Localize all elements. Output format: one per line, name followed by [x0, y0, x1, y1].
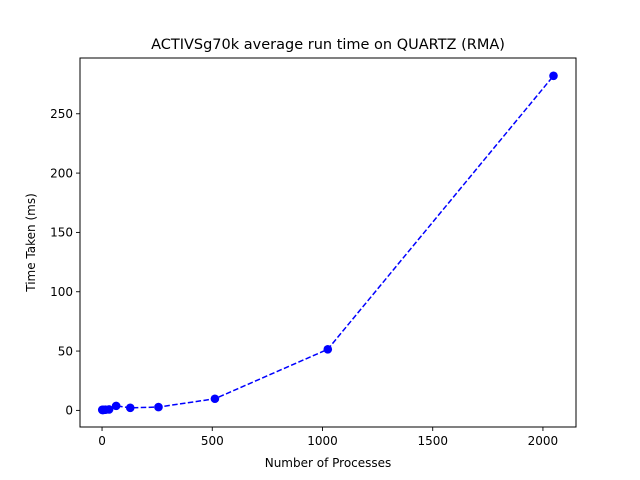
y-axis-label: Time Taken (ms) [24, 193, 38, 293]
x-axis-label: Number of Processes [265, 456, 392, 470]
chart-title: ACTIVSg70k average run time on QUARTZ (R… [151, 37, 505, 53]
y-tick-label: 150 [50, 226, 73, 240]
data-point [210, 394, 220, 404]
x-tick-label: 1500 [417, 434, 448, 448]
y-tick-label: 100 [50, 285, 73, 299]
data-point [125, 403, 135, 413]
y-tick-label: 50 [58, 344, 73, 358]
data-point [111, 401, 121, 411]
x-tick-label: 2000 [528, 434, 559, 448]
y-tick-label: 0 [65, 404, 73, 418]
data-point [549, 71, 558, 81]
plot-area [97, 71, 558, 415]
data-point [154, 402, 163, 412]
plot-frame [79, 57, 577, 428]
x-tick-label: 1000 [307, 434, 338, 448]
x-tick-label: 0 [98, 434, 106, 448]
x-tick-label: 500 [201, 434, 224, 448]
y-tick-label: 200 [50, 166, 73, 180]
data-point [323, 344, 333, 354]
data-point [104, 405, 114, 414]
y-tick-label: 250 [50, 107, 73, 121]
